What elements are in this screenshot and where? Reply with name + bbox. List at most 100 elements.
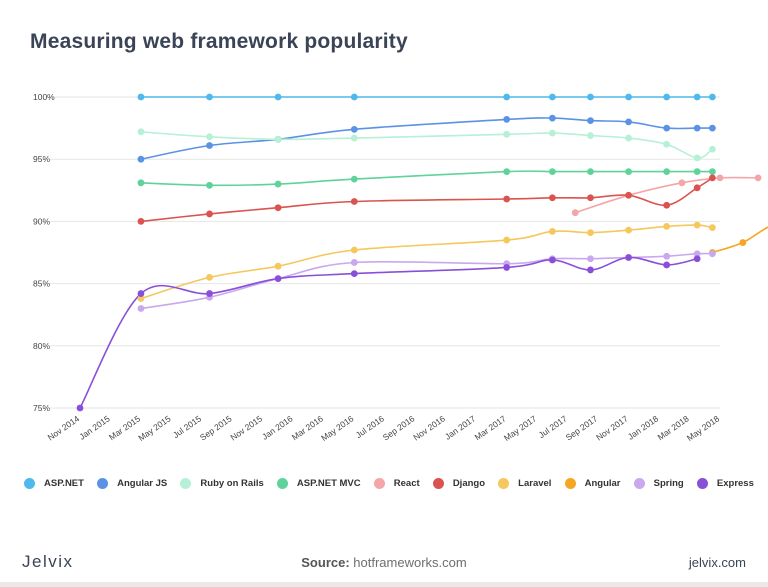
data-point-spring bbox=[587, 255, 594, 263]
legend-swatch bbox=[97, 478, 109, 489]
data-point-laravel bbox=[693, 221, 701, 229]
data-point-django bbox=[625, 191, 632, 199]
x-tick-label: May 2017 bbox=[502, 413, 539, 443]
legend-item-angular-js: Angular JS bbox=[97, 478, 167, 489]
x-tick-label: Mar 2018 bbox=[656, 413, 691, 442]
data-point-asp-net bbox=[137, 93, 145, 101]
y-tick-label: 95% bbox=[33, 154, 50, 164]
data-point-laravel bbox=[137, 295, 145, 302]
legend-swatch bbox=[373, 478, 385, 489]
brand-url: jelvix.com bbox=[688, 555, 746, 570]
x-tick-label: May 2018 bbox=[685, 413, 722, 443]
series-line-ruby-on-rails bbox=[140, 131, 713, 159]
legend-item-asp-net-mvc: ASP.NET MVC bbox=[276, 478, 361, 489]
chart-title: Measuring web framework popularity bbox=[30, 30, 408, 53]
data-point-django bbox=[206, 210, 213, 218]
legend: ASP.NET Angular JS Ruby on Rails ASP.NET MV… bbox=[24, 478, 754, 489]
grid-lines bbox=[50, 96, 720, 409]
data-point-angular-js bbox=[350, 125, 358, 133]
data-point-angular-js bbox=[625, 118, 632, 126]
x-tick-label: Nov 2015 bbox=[228, 413, 264, 442]
data-point-django bbox=[137, 218, 145, 225]
data-point-angular-js bbox=[503, 115, 511, 123]
data-point-django bbox=[693, 184, 701, 192]
x-tick-label: Mar 2015 bbox=[107, 413, 142, 442]
x-tick-label: Mar 2016 bbox=[290, 413, 325, 442]
x-tick-label: Jan 2015 bbox=[77, 413, 112, 441]
data-point-django bbox=[503, 195, 511, 203]
data-point-asp-net bbox=[503, 93, 511, 101]
x-tick-label: Jan 2018 bbox=[626, 413, 661, 441]
data-point-angular-js bbox=[587, 117, 594, 125]
legend-swatch bbox=[180, 478, 192, 489]
legend-label: Spring bbox=[653, 478, 684, 489]
data-point-laravel bbox=[274, 262, 282, 270]
series-line-angular-js bbox=[140, 117, 713, 160]
data-point-laravel bbox=[350, 246, 358, 254]
x-tick-label: Sep 2016 bbox=[381, 413, 417, 442]
y-axis-ticks: 100% 95% 90% 85% 80% 75% bbox=[33, 92, 55, 413]
data-point-asp-net bbox=[548, 93, 556, 101]
y-tick-label: 80% bbox=[33, 341, 50, 351]
data-point-express bbox=[548, 256, 556, 264]
series-line-express bbox=[79, 256, 698, 409]
data-point-express bbox=[206, 290, 213, 297]
y-tick-label: 85% bbox=[33, 279, 50, 289]
series-line-angular bbox=[712, 226, 768, 254]
x-tick-label: Nov 2017 bbox=[594, 413, 630, 442]
data-point-express bbox=[663, 261, 671, 269]
data-point-spring bbox=[663, 252, 671, 260]
brand-logo-left: Jelvix bbox=[22, 552, 74, 571]
data-point-django bbox=[274, 204, 282, 212]
x-tick-label: Jan 2016 bbox=[260, 413, 295, 441]
data-point-ruby-on-rails bbox=[587, 132, 594, 139]
data-point-laravel bbox=[548, 227, 556, 235]
y-tick-label: 100% bbox=[33, 92, 55, 102]
legend-label: Django bbox=[452, 478, 486, 489]
data-point-ruby-on-rails bbox=[137, 128, 145, 136]
data-point-ruby-on-rails bbox=[693, 154, 701, 162]
data-point-ruby-on-rails bbox=[274, 135, 282, 143]
y-tick-label: 75% bbox=[33, 403, 50, 413]
data-point-asp-net bbox=[625, 93, 632, 101]
data-point-asp-net-mvc bbox=[625, 168, 632, 176]
data-point-react bbox=[678, 179, 686, 187]
data-point-django bbox=[350, 198, 358, 205]
x-tick-label: Jan 2017 bbox=[443, 413, 478, 441]
data-point-angular-js bbox=[206, 142, 213, 149]
data-point-django bbox=[708, 174, 716, 182]
legend-swatch bbox=[276, 478, 288, 489]
data-point-express bbox=[587, 266, 594, 274]
legend-item-angular: Angular bbox=[564, 478, 621, 489]
data-point-express bbox=[503, 264, 511, 271]
data-point-asp-net bbox=[693, 93, 701, 101]
data-point-asp-net-mvc bbox=[274, 180, 282, 188]
data-point-asp-net bbox=[274, 93, 282, 101]
legend-swatch bbox=[432, 478, 444, 489]
legend-item-laravel: Laravel bbox=[498, 478, 551, 489]
source-label: Source: bbox=[301, 555, 350, 570]
data-point-laravel bbox=[708, 224, 716, 232]
data-point-ruby-on-rails bbox=[625, 134, 632, 142]
data-point-laravel bbox=[503, 236, 511, 244]
data-point-asp-net-mvc bbox=[206, 181, 213, 189]
data-point-ruby-on-rails bbox=[206, 133, 213, 141]
data-point-asp-net-mvc bbox=[548, 168, 556, 176]
data-point-asp-net-mvc bbox=[503, 168, 511, 176]
data-point-express bbox=[274, 275, 282, 283]
data-point-asp-net-mvc bbox=[350, 175, 358, 183]
data-point-spring bbox=[350, 259, 358, 266]
data-point-spring bbox=[693, 250, 701, 258]
data-point-react bbox=[571, 209, 579, 217]
data-point-react bbox=[754, 174, 762, 182]
data-point-spring bbox=[137, 305, 145, 312]
series-line-spring bbox=[140, 252, 713, 310]
data-point-ruby-on-rails bbox=[350, 134, 358, 142]
legend-swatch bbox=[498, 478, 510, 489]
data-point-django bbox=[548, 194, 556, 202]
data-point-laravel bbox=[206, 273, 213, 281]
legend-label: ASP.NET MVC bbox=[296, 478, 361, 489]
data-point-asp-net-mvc bbox=[708, 168, 716, 176]
